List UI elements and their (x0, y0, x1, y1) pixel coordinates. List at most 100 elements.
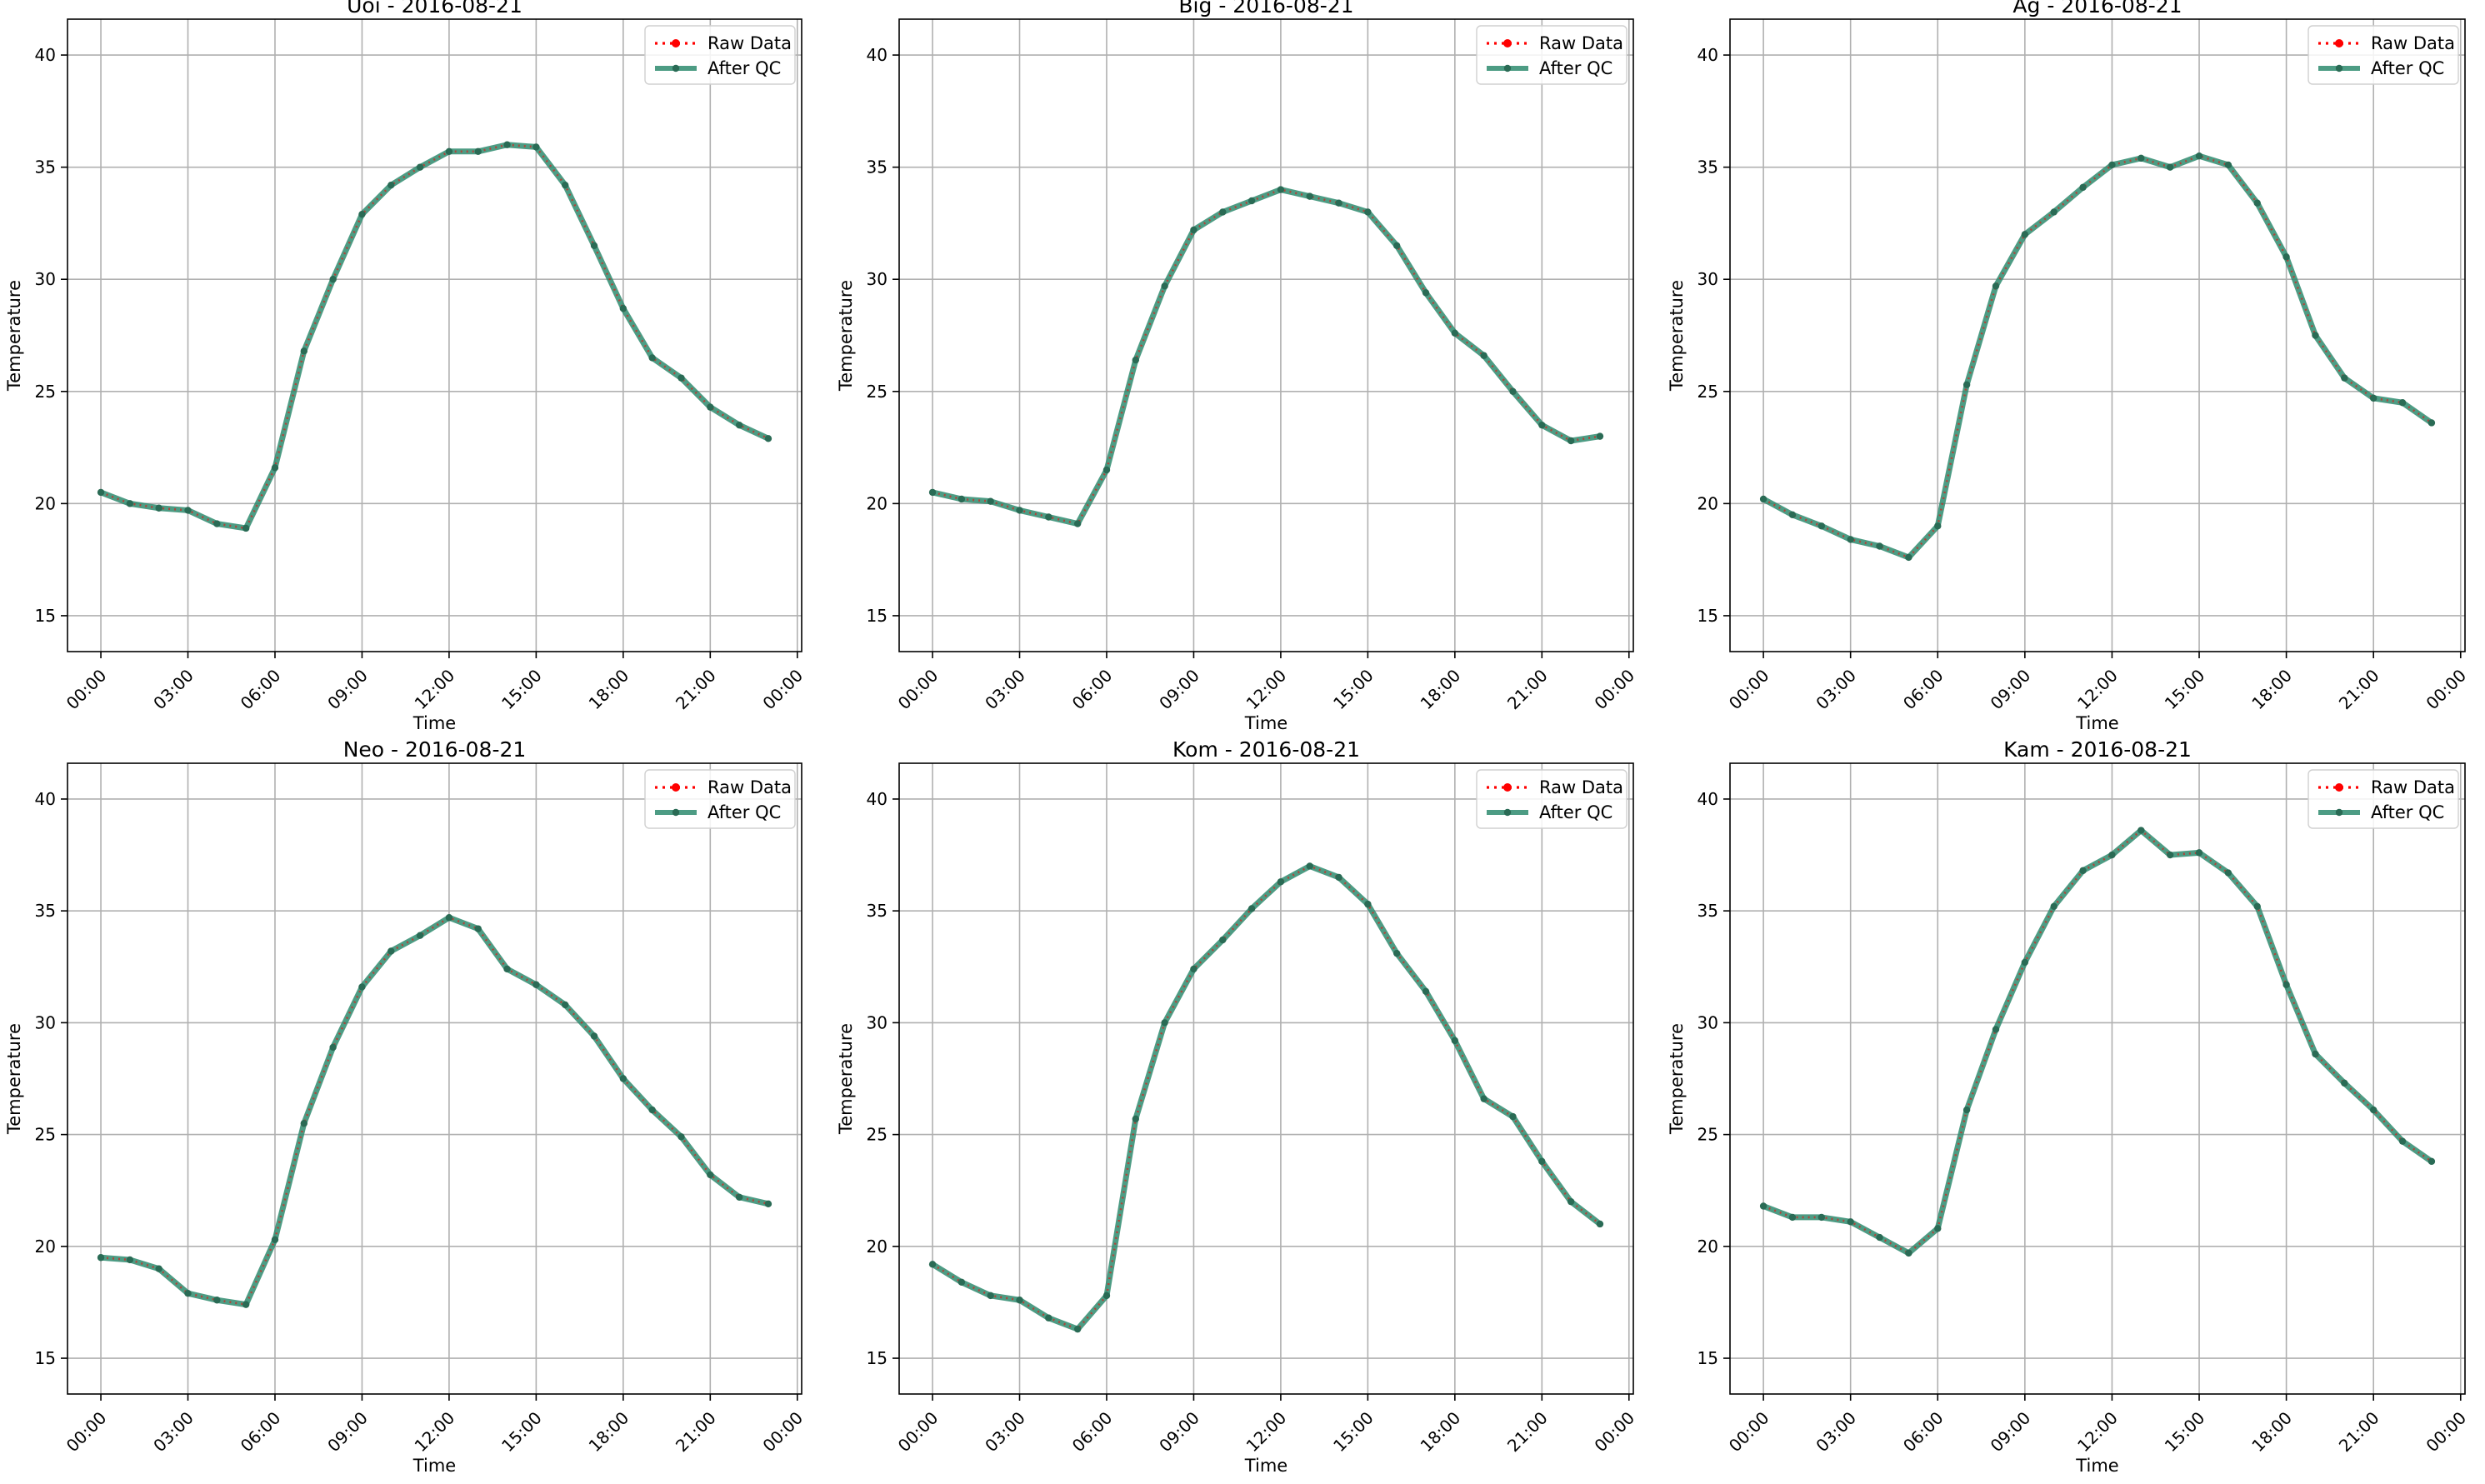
after-qc-point (1876, 1233, 1883, 1242)
after-qc-point (126, 1256, 134, 1264)
x-tick-label: 09:00 (1987, 1407, 2035, 1456)
after-qc-point (1934, 1225, 1942, 1232)
after-qc-line (1760, 152, 2435, 561)
after-qc-point (707, 403, 714, 411)
raw-data-line (100, 143, 769, 530)
legend: Raw Data After QC (644, 25, 796, 85)
after-qc-point (1045, 513, 1052, 521)
after-qc-point (648, 1106, 656, 1114)
after-qc-point (213, 1297, 221, 1304)
x-tick-label: 00:00 (2422, 665, 2470, 713)
grid (68, 763, 802, 1394)
x-tick-label: 00:00 (1590, 1407, 1638, 1456)
y-tick-label: 20 (1698, 493, 1718, 513)
after-qc-point (987, 1292, 994, 1300)
x-tick-label: 18:00 (1417, 665, 1465, 713)
x-tick-label: 18:00 (2248, 665, 2296, 713)
after-qc-point (2079, 183, 2087, 192)
chart-panel: 00:00 03:00 06:00 09:00 12:00 15:00 18:00 21:00… (4, 0, 807, 733)
after-qc-point (1364, 900, 1372, 908)
after-qc-point (271, 464, 279, 472)
after-qc-point (532, 143, 540, 151)
y-tick-label: 40 (35, 789, 56, 809)
y-tick-label: 30 (867, 1012, 888, 1032)
axes-frame (1729, 18, 2466, 652)
x-tick-label: 09:00 (1155, 665, 1203, 713)
legend-raw-marker (1503, 783, 1512, 792)
after-qc-point (707, 1171, 714, 1179)
axes-frame (67, 18, 802, 652)
x-tick-label: 03:00 (1812, 665, 1860, 713)
after-qc-point (1934, 522, 1942, 530)
after-qc-point (1759, 1202, 1768, 1210)
x-tick-label: 03:00 (981, 665, 1029, 713)
after-qc-point (1161, 1019, 1168, 1027)
y-tick-label: 30 (35, 1012, 56, 1032)
after-qc-point (503, 965, 511, 973)
y-tick-label: 20 (867, 493, 888, 513)
x-tick-label: 03:00 (1812, 1407, 1860, 1456)
x-tick-label: 00:00 (1725, 665, 1773, 713)
x-tick-label: 00:00 (2422, 1407, 2470, 1456)
x-tick-label: 15:00 (498, 1407, 546, 1456)
chart-title: Big - 2016-08-21 (1178, 0, 1353, 17)
after-qc-line (1760, 827, 2435, 1257)
x-tick-label: 00:00 (894, 665, 942, 713)
after-qc-point (2166, 163, 2174, 171)
y-tick-label: 40 (1698, 789, 1718, 809)
after-qc-point (97, 1254, 105, 1262)
after-qc-point (1992, 1026, 2000, 1033)
y-axis-label: Temperature (836, 280, 856, 392)
legend-raw-marker (1503, 39, 1512, 47)
x-tick-label: 18:00 (2248, 1407, 2296, 1456)
after-qc-point (2398, 1137, 2407, 1145)
y-tick-label: 15 (867, 606, 888, 626)
after-qc-point (619, 1075, 628, 1082)
raw-data-line (932, 865, 1601, 1331)
legend: Raw Data After QC (644, 769, 796, 829)
chart-panel: 00:00 03:00 06:00 09:00 12:00 15:00 18:00 21:00… (1667, 737, 2470, 1476)
after-qc-point (1248, 905, 1256, 912)
after-qc-point (2138, 154, 2145, 162)
chart-title: Kom - 2016-08-21 (1172, 737, 1360, 762)
legend-raw-marker (2335, 783, 2343, 792)
after-qc-point (1992, 282, 2000, 290)
after-qc-point (1847, 536, 1854, 543)
after-qc-point (2195, 152, 2203, 160)
after-qc-point (1392, 242, 1401, 250)
after-qc-point (1016, 507, 1023, 514)
x-tick-label: 09:00 (323, 1407, 372, 1456)
after-qc-point (242, 524, 250, 532)
after-qc-point (1102, 1292, 1111, 1300)
after-qc-point (1102, 466, 1111, 474)
x-tick-label: 09:00 (1987, 665, 2035, 713)
y-tick-label: 15 (1698, 606, 1718, 626)
x-axis-label: Time (2075, 1456, 2118, 1476)
after-qc-point (1567, 1197, 1575, 1206)
after-qc-point (445, 914, 453, 922)
after-qc-point (1045, 1314, 1052, 1322)
legend: Raw Data After QC (2308, 769, 2459, 829)
after-qc-point (764, 1200, 772, 1208)
legend: Raw Data After QC (1476, 25, 1628, 85)
x-tick-label: 21:00 (2335, 665, 2383, 713)
after-qc-line (929, 187, 1603, 527)
x-tick-label: 12:00 (1242, 665, 1291, 713)
x-tick-label: 06:00 (1068, 1407, 1117, 1456)
legend-qc-marker (2335, 64, 2343, 72)
after-qc-point (1847, 1218, 1854, 1226)
after-qc-point (2312, 1050, 2319, 1058)
y-axis-label: Temperature (836, 1023, 856, 1135)
after-qc-point (97, 488, 105, 497)
x-tick-label: 18:00 (585, 665, 633, 713)
after-qc-point (1248, 197, 1256, 205)
x-axis-label: Time (2075, 713, 2118, 733)
x-tick-label: 03:00 (981, 1407, 1029, 1456)
after-qc-point (1073, 1325, 1082, 1333)
after-qc-point (1190, 226, 1198, 234)
after-qc-point (2428, 1157, 2436, 1166)
after-qc-point (958, 1278, 966, 1286)
y-tick-label: 25 (1698, 1125, 1718, 1145)
chart-title: Ag - 2016-08-21 (2012, 0, 2182, 17)
legend-qc-marker (1503, 64, 1512, 72)
